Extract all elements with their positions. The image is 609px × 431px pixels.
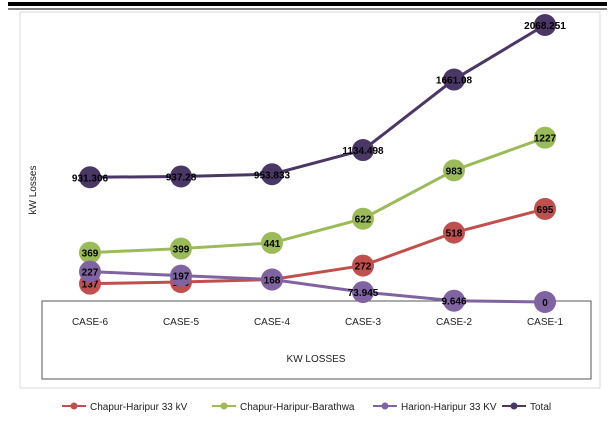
data-label: 1227 [534, 134, 557, 145]
data-label: 9.646 [441, 297, 466, 308]
x-tick-label: CASE-2 [436, 317, 473, 328]
x-axis-title: KW LOSSES [287, 354, 346, 365]
data-point-marker [79, 166, 101, 189]
legend-entry-label: Chapur-Haripur 33 kV [90, 402, 188, 413]
data-label: 272 [355, 262, 372, 273]
data-point-marker [79, 241, 101, 264]
data-point-marker [352, 207, 374, 230]
data-point-marker [261, 268, 283, 291]
series-lines [89, 23, 546, 304]
data-point-marker [261, 163, 283, 186]
data-label: 622 [355, 215, 372, 226]
data-point-marker [534, 291, 556, 313]
x-tick-label: CASE-1 [527, 317, 564, 328]
data-label: 931.306 [72, 173, 109, 184]
series-markers: 1371491682725186953693994416229831227227… [72, 14, 566, 313]
x-axis-table-box [41, 300, 592, 380]
data-label: 73.945 [348, 288, 379, 299]
data-label: 168 [264, 275, 281, 286]
data-point-marker [170, 165, 192, 188]
data-label: 2068.251 [524, 21, 566, 32]
data-point-marker [443, 159, 465, 182]
series-line [89, 136, 546, 255]
x-tick-label: CASE-6 [72, 317, 109, 328]
legend-marker [220, 402, 228, 410]
legend-entry-label: Harion-Haripur 33 KV [401, 402, 497, 413]
legend-marker [70, 402, 78, 410]
data-point-marker [534, 126, 556, 149]
y-axis-title: kW Losses [28, 166, 39, 215]
x-tick-label: CASE-4 [254, 317, 291, 328]
series-line [89, 270, 546, 304]
data-label: 441 [264, 239, 281, 250]
data-label: 197 [173, 272, 190, 283]
data-label: 983 [446, 166, 463, 177]
top-border [8, 2, 607, 6]
legend-entry-label: Total [530, 402, 551, 413]
data-point-marker [534, 197, 556, 220]
data-label: 369 [82, 249, 99, 260]
data-point-marker [79, 260, 101, 283]
data-label: 399 [173, 245, 190, 256]
data-label: 137 [82, 280, 99, 291]
data-point-marker [443, 221, 465, 244]
data-point-marker [534, 14, 556, 36]
x-tick-label: CASE-5 [163, 317, 200, 328]
data-label: 0 [542, 298, 548, 309]
data-point-marker [170, 237, 192, 260]
data-label: 518 [446, 229, 463, 240]
data-label: 953.833 [254, 170, 291, 181]
data-label: 227 [82, 268, 99, 279]
legend-marker [510, 402, 518, 410]
x-tick-labels: CASE-6 CASE-5 CASE-4 CASE-3 CASE-2 CASE-1 [72, 317, 564, 328]
data-point-marker [261, 231, 283, 254]
data-label: 695 [537, 205, 554, 216]
data-label: 937.28 [166, 172, 197, 183]
series-line [89, 207, 546, 286]
data-point-marker [443, 289, 465, 312]
data-point-marker [352, 139, 374, 162]
chart-area-border [19, 11, 601, 389]
series-line [89, 23, 546, 179]
data-point-marker [170, 264, 192, 287]
legend-entry-label: Chapur-Haripur-Barathwa [240, 402, 355, 413]
x-tick-label: CASE-3 [345, 317, 382, 328]
legend-marker [381, 402, 389, 410]
legend: Chapur-Haripur 33 kV Chapur-Haripur-Barat… [62, 402, 551, 413]
data-point-marker [443, 68, 465, 91]
data-point-marker [352, 281, 374, 304]
data-label: 1134.498 [342, 146, 384, 157]
data-point-marker [352, 254, 374, 277]
data-label: 1661.08 [436, 76, 473, 87]
